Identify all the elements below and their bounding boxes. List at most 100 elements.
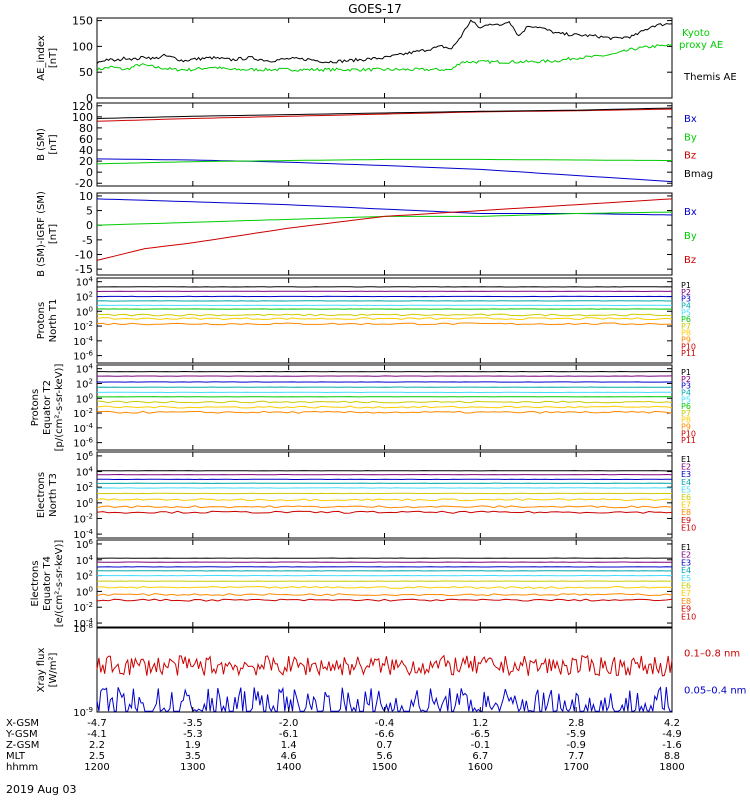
y-tick-label: 106 xyxy=(76,450,94,463)
y-tick-label: 10-2 xyxy=(73,320,93,333)
legend-label: P2 xyxy=(681,288,691,297)
x-tick-label: 1.9 xyxy=(185,740,201,751)
plot-title: GOES-17 xyxy=(348,2,402,16)
y-axis-label: Electrons xyxy=(36,472,47,518)
x-tick-label: 2.2 xyxy=(89,740,105,751)
date-label: 2019 Aug 03 xyxy=(6,783,76,796)
y-tick-label: -5 xyxy=(82,234,93,247)
y-tick-label: 0 xyxy=(86,92,93,105)
y-tick-label: 104 xyxy=(76,466,94,479)
legend-label: E10 xyxy=(681,523,696,532)
y-tick-label: -15 xyxy=(75,263,93,276)
legend-label: E5 xyxy=(681,485,691,494)
y-tick-label: 80 xyxy=(79,122,93,135)
legend-label: P3 xyxy=(681,382,691,391)
legend-label: E4 xyxy=(681,566,691,575)
y-axis-label: [nT] xyxy=(48,224,59,244)
x-tick-label: -4.1 xyxy=(87,729,107,740)
y-tick-label: 100 xyxy=(76,585,93,598)
legend-label: Bz xyxy=(684,151,696,162)
legend-label: By xyxy=(684,231,697,242)
x-tick-label: -6.6 xyxy=(375,729,395,740)
x-tick-label: 1700 xyxy=(563,762,588,773)
legend-label: Bz xyxy=(684,255,696,266)
x-tick-label: 1800 xyxy=(659,762,684,773)
y-tick-label: 100 xyxy=(76,392,93,405)
series-line xyxy=(96,405,673,409)
legend-label: P4 xyxy=(681,301,691,310)
x-tick-label: 3.5 xyxy=(185,751,201,762)
series-line xyxy=(96,158,673,183)
y-tick-label: 100 xyxy=(72,40,93,53)
y-tick-label: 0 xyxy=(86,166,93,179)
legend-label: P5 xyxy=(681,308,691,317)
y-tick-label: 102 xyxy=(76,570,93,583)
series-line xyxy=(96,510,673,514)
y-axis-label: North T3 xyxy=(48,473,59,517)
x-tick-label: -4.7 xyxy=(87,718,107,729)
legend-label: E9 xyxy=(681,516,691,525)
x-tick-label: -1.6 xyxy=(662,740,682,751)
x-tick-label: 4.6 xyxy=(281,751,297,762)
y-tick-label: -20 xyxy=(75,177,93,190)
y-axis-label: Equator T4 xyxy=(42,556,53,611)
x-tick-label: -5.3 xyxy=(183,729,203,740)
series-line xyxy=(96,598,673,602)
series-line xyxy=(96,654,673,677)
y-tick-label: 60 xyxy=(79,133,93,146)
legend-label: E8 xyxy=(681,597,691,606)
y-tick-label: 104 xyxy=(76,554,94,567)
x-tick-label: 8.8 xyxy=(664,751,680,762)
legend-label: P11 xyxy=(681,436,696,445)
x-tick-label: 1200 xyxy=(84,762,109,773)
x-tick-label: -6.5 xyxy=(471,729,491,740)
legend-label: P5 xyxy=(681,395,691,404)
y-tick-label: 50 xyxy=(79,66,93,79)
y-tick-label: 106 xyxy=(76,538,94,551)
x-tick-label: 1500 xyxy=(372,762,397,773)
y-axis-label: B (SM)-IGRF (SM) xyxy=(36,191,47,277)
x-tick-label: 4.2 xyxy=(664,718,680,729)
y-tick-label: 120 xyxy=(72,100,93,113)
series-line xyxy=(96,158,672,165)
legend-label: E9 xyxy=(681,605,691,614)
panel-frame-ae xyxy=(96,17,673,99)
y-tick-label: 10-6 xyxy=(73,350,93,363)
legend-label: E10 xyxy=(681,612,696,621)
legend-label: P7 xyxy=(681,322,691,331)
y-tick-label: 102 xyxy=(76,290,93,303)
y-tick-label: 0 xyxy=(86,219,93,232)
legend-label: P1 xyxy=(681,368,691,377)
y-tick-label: 100 xyxy=(76,497,93,510)
y-axis-label: Xray flux xyxy=(36,648,47,693)
x-tick-label: 2.5 xyxy=(89,751,105,762)
x-axis-row-label: hhmm xyxy=(6,762,38,773)
panel-frame-electrons-t4 xyxy=(96,539,673,628)
legend-label: P8 xyxy=(681,329,691,338)
legend-label: Kyoto xyxy=(682,28,710,39)
legend-label: E7 xyxy=(681,589,691,598)
legend-label: E7 xyxy=(681,501,691,510)
x-tick-label: -0.4 xyxy=(375,718,395,729)
legend-label: P10 xyxy=(681,342,696,351)
legend-label: E1 xyxy=(681,455,691,464)
series-line xyxy=(96,317,673,321)
legend-label: By xyxy=(684,132,697,143)
series-line xyxy=(96,410,673,414)
series-line xyxy=(96,19,673,64)
series-line xyxy=(96,498,673,502)
x-tick-label: 6.7 xyxy=(472,751,488,762)
x-axis-row-label: X-GSM xyxy=(6,718,39,729)
x-tick-label: 1.2 xyxy=(472,718,488,729)
y-tick-label: 100 xyxy=(72,111,93,124)
legend-label: P4 xyxy=(681,388,691,397)
series-line xyxy=(96,400,673,404)
y-tick-label: 150 xyxy=(72,15,93,28)
y-tick-label: 10-2 xyxy=(73,407,93,420)
y-tick-label: 5 xyxy=(86,205,93,218)
y-tick-label: 10-4 xyxy=(73,335,93,348)
legend-label: E8 xyxy=(681,508,691,517)
legend-label: Themis AE xyxy=(683,72,737,83)
